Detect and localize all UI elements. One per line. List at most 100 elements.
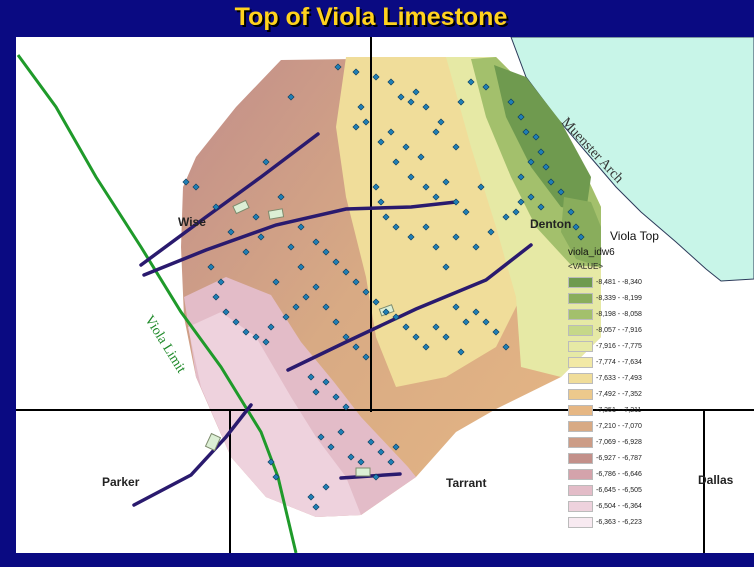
well-marker [407, 173, 415, 181]
viola-contour-surface [181, 57, 601, 517]
well-marker [332, 318, 340, 326]
legend-swatch [568, 373, 593, 384]
legend-class-row: -6,363 - -6,223 [568, 515, 718, 530]
legend-class-row: -7,492 - -7,352 [568, 387, 718, 402]
well-marker [307, 373, 315, 381]
well-marker [422, 223, 430, 231]
well-marker [392, 158, 400, 166]
legend-swatch [568, 437, 593, 448]
well-marker [402, 323, 410, 331]
well-marker [322, 303, 330, 311]
well-marker [342, 403, 350, 411]
well-marker [342, 333, 350, 341]
legend-class-row: -8,057 - -7,916 [568, 323, 718, 338]
well-marker [527, 158, 535, 166]
well-marker [452, 143, 460, 151]
legend-class-label: -7,069 - -6,928 [596, 439, 642, 446]
well-marker [377, 198, 385, 206]
well-marker [317, 433, 325, 441]
well-marker [437, 118, 445, 126]
well-marker [452, 233, 460, 241]
well-marker [332, 393, 340, 401]
well-marker [577, 233, 585, 241]
well-marker [352, 278, 360, 286]
well-marker [442, 263, 450, 271]
well-marker [407, 233, 415, 241]
well-marker [462, 318, 470, 326]
well-marker [487, 228, 495, 236]
map-panel[interactable]: Wise Denton Parker Tarrant Dallas Muenst… [16, 37, 754, 553]
well-marker [232, 318, 240, 326]
legend-swatch [568, 389, 593, 400]
legend-class-label: -8,057 - -7,916 [596, 327, 642, 334]
well-marker [372, 473, 380, 481]
well-markers [182, 63, 585, 511]
well-marker [482, 83, 490, 91]
well-marker [382, 308, 390, 316]
well-marker [182, 178, 190, 186]
well-marker [452, 198, 460, 206]
county-label-parker: Parker [102, 475, 140, 489]
legend-class-label: -7,210 - -7,070 [596, 423, 642, 430]
legend-class-row: -7,069 - -6,928 [568, 435, 718, 450]
well-marker [217, 278, 225, 286]
well-marker [472, 308, 480, 316]
well-marker [517, 198, 525, 206]
well-marker [512, 208, 520, 216]
well-marker [527, 193, 535, 201]
well-marker [557, 188, 565, 196]
legend-class-row: -7,351 - -7,211 [568, 403, 718, 418]
well-marker [272, 278, 280, 286]
well-marker [387, 78, 395, 86]
well-marker [412, 88, 420, 96]
well-marker [277, 193, 285, 201]
well-marker [272, 473, 280, 481]
well-marker [457, 98, 465, 106]
well-marker [392, 223, 400, 231]
legend-layer-name: viola_idw6 [568, 247, 615, 258]
well-marker [252, 333, 260, 341]
well-marker [322, 248, 330, 256]
legend-class-label: -6,927 - -6,787 [596, 455, 642, 462]
well-marker [362, 288, 370, 296]
legend-swatch [568, 293, 593, 304]
legend-swatch [568, 421, 593, 432]
legend-swatch [568, 309, 593, 320]
well-marker [312, 503, 320, 511]
well-marker [292, 303, 300, 311]
well-marker [517, 173, 525, 181]
contour-light-pink-zone [188, 312, 361, 517]
well-marker [242, 328, 250, 336]
legend-class-label: -6,363 - -6,223 [596, 519, 642, 526]
well-marker [207, 263, 215, 271]
well-marker [342, 268, 350, 276]
well-marker [252, 213, 260, 221]
map-canvas[interactable] [16, 37, 754, 553]
well-marker [312, 388, 320, 396]
well-marker [472, 243, 480, 251]
fault-line-4 [132, 403, 253, 507]
well-marker [337, 428, 345, 436]
well-marker [417, 153, 425, 161]
well-marker [377, 138, 385, 146]
page-title: Top of Viola Limestone [234, 3, 508, 31]
well-marker [302, 293, 310, 301]
well-marker [332, 258, 340, 266]
well-marker [242, 248, 250, 256]
legend-class-label: -8,198 - -8,058 [596, 311, 642, 318]
legend-swatch [568, 357, 593, 368]
county-label-wise: Wise [178, 215, 206, 229]
well-marker [212, 203, 220, 211]
well-marker [212, 293, 220, 301]
well-marker [267, 458, 275, 466]
well-marker [312, 238, 320, 246]
well-marker [222, 308, 230, 316]
legend-class-row: -6,786 - -6,646 [568, 467, 718, 482]
county-label-dallas: Dallas [698, 473, 734, 487]
legend-class-row: -7,210 - -7,070 [568, 419, 718, 434]
legend-class-label: -7,633 - -7,493 [596, 375, 642, 382]
well-marker [387, 458, 395, 466]
well-marker [287, 93, 295, 101]
well-marker [412, 333, 420, 341]
well-marker [362, 118, 370, 126]
